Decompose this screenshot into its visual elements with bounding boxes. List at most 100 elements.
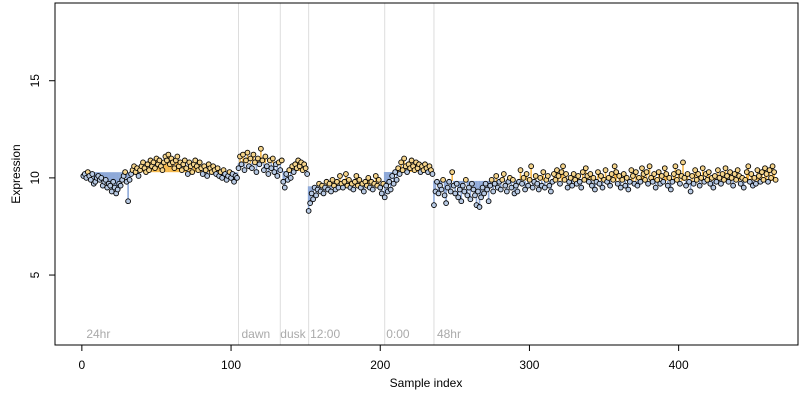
data-point (589, 182, 595, 189)
data-point (435, 190, 442, 197)
data-point (387, 186, 394, 193)
period-label: dusk (280, 327, 306, 341)
data-point (582, 165, 589, 172)
data-point (614, 180, 621, 187)
data-point (772, 176, 779, 183)
data-point (488, 176, 495, 183)
x-tick-label: 400 (669, 358, 689, 372)
data-point (707, 180, 714, 187)
data-point (281, 184, 288, 191)
data-point (623, 175, 630, 181)
data-point (532, 173, 539, 179)
data-point (455, 194, 462, 201)
data-point (669, 178, 676, 185)
data-point (590, 175, 597, 181)
data-point (740, 184, 747, 191)
data-point (626, 178, 633, 185)
data-point (189, 169, 196, 175)
data-point (552, 176, 559, 183)
data-point (261, 167, 267, 173)
data-point (372, 173, 379, 179)
data-point (762, 165, 768, 172)
data-point (449, 169, 456, 175)
data-point (683, 182, 689, 189)
data-point (637, 178, 644, 185)
data-point (690, 180, 697, 187)
data-point (447, 188, 454, 195)
data-point (398, 159, 404, 166)
data-point (152, 165, 158, 172)
data-point (377, 184, 384, 191)
data-point (522, 186, 528, 193)
data-point (557, 180, 563, 187)
data-point (634, 182, 641, 189)
data-point (725, 178, 732, 185)
data-point (396, 171, 403, 177)
data-point (585, 178, 592, 185)
x-tick-label: 0 (79, 358, 86, 372)
data-point (654, 176, 661, 183)
data-point (375, 176, 382, 183)
data-point (716, 175, 723, 181)
data-point (671, 171, 677, 177)
data-point (122, 169, 128, 175)
data-point (710, 184, 717, 191)
data-point (724, 173, 730, 179)
data-point (759, 169, 765, 175)
data-point (529, 184, 536, 191)
data-point (666, 175, 673, 181)
data-point (645, 180, 651, 187)
data-point (766, 167, 773, 173)
data-point (89, 171, 96, 177)
data-point (290, 169, 297, 175)
data-point (719, 171, 726, 177)
data-point (613, 169, 620, 175)
data-point (693, 176, 700, 183)
data-point (493, 173, 500, 179)
data-point (579, 169, 586, 175)
data-point (608, 171, 615, 177)
period-labels: 24hr dawn dusk 12:00 0:00 48hr (86, 327, 461, 341)
data-point (756, 173, 762, 179)
data-point (537, 175, 544, 181)
data-point (353, 173, 360, 179)
data-point (310, 196, 316, 203)
data-point (503, 188, 510, 195)
data-point (470, 186, 477, 193)
data-point (704, 176, 711, 183)
data-point (712, 173, 718, 179)
data-point (510, 176, 516, 183)
period-label: 48hr (437, 327, 461, 341)
data-point (652, 184, 659, 191)
data-point (722, 165, 729, 172)
data-point (472, 192, 478, 199)
data-point (165, 151, 172, 158)
data-points (80, 145, 779, 214)
data-point (283, 171, 290, 177)
data-point (234, 175, 240, 181)
data-point (390, 180, 397, 187)
data-point (672, 163, 679, 170)
data-point (337, 173, 343, 179)
data-point (544, 173, 551, 179)
data-point (578, 184, 585, 191)
data-point (731, 171, 738, 177)
data-point (730, 182, 736, 189)
data-point (649, 178, 656, 185)
data-point (196, 159, 203, 166)
data-point (247, 155, 254, 162)
y-tick-label: 10 (28, 171, 42, 185)
y-axis: 5 10 15 (28, 74, 56, 278)
data-point (269, 155, 276, 162)
data-point (541, 184, 548, 191)
data-point (469, 180, 475, 187)
data-point (462, 176, 469, 183)
data-point (551, 171, 557, 177)
data-point (378, 190, 385, 197)
data-point (687, 188, 694, 195)
data-point (569, 182, 575, 189)
data-point (369, 186, 376, 193)
data-point (287, 175, 294, 181)
data-point (643, 169, 650, 175)
data-point (610, 176, 616, 183)
